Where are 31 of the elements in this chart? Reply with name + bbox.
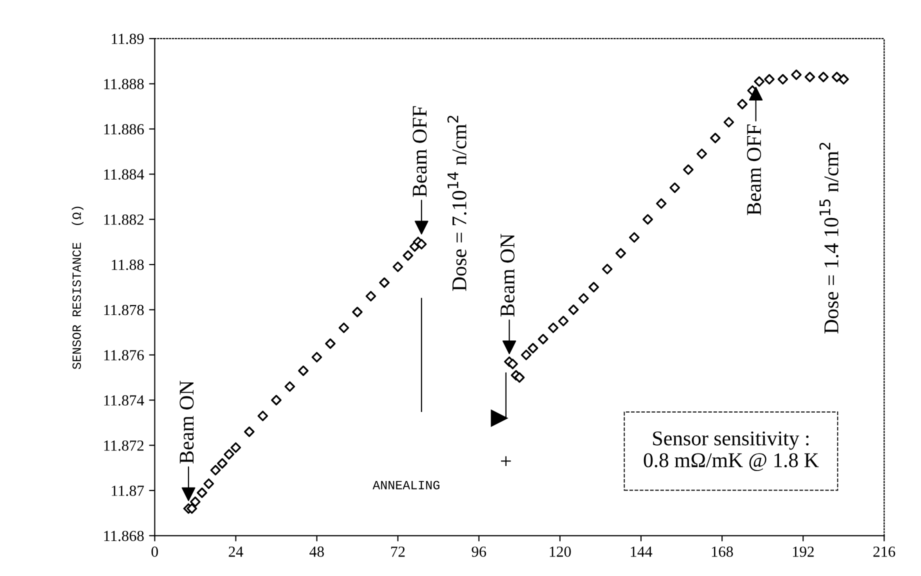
annotation: ANNEALING (372, 480, 440, 490)
x-tick-label: 216 (873, 546, 896, 557)
y-tick-label: 11.868 (104, 530, 144, 542)
annotation: Beam OFF (412, 106, 427, 197)
x-tick-label: 144 (630, 546, 652, 557)
y-tick-label: 11.878 (104, 304, 144, 316)
x-tick-label: 96 (472, 546, 486, 557)
y-tick-label: 11.876 (104, 350, 144, 360)
y-tick-label: 11.874 (104, 395, 144, 406)
y-tick-label: 11.882 (104, 214, 144, 225)
y-tick-label: 11.89 (112, 34, 144, 44)
x-tick-label: 24 (228, 546, 244, 557)
y-tick-label: 11.884 (104, 169, 144, 180)
x-tick-label: 192 (793, 546, 814, 557)
annotation: Beam OFF (747, 124, 762, 216)
x-tick-label: 48 (309, 546, 324, 557)
y-tick-label: 11.888 (104, 78, 144, 90)
annotation: Dose = 7.10$^{14}$ n/cm$^{2}$ (447, 116, 466, 291)
x-tick-label: 168 (712, 546, 733, 557)
y-tick-label: 11.872 (104, 440, 144, 451)
y-tick-label: 11.886 (104, 124, 144, 134)
annotation: Dose = 1.4 10$^{15}$ n/cm$^{2}$ (819, 142, 838, 334)
y-tick-label: 11.87 (112, 486, 144, 496)
x-tick-label: 0 (151, 546, 158, 557)
x-tick-label: 72 (391, 546, 405, 557)
y-axis-title: SENSOR RESISTANCE (Ω) (72, 206, 84, 370)
y-tick-label: 11.88 (112, 260, 144, 270)
annotation: Beam ON (500, 234, 515, 317)
x-tick-label: 120 (550, 546, 571, 557)
annotation: Sensor sensitivity : 0.8 mΩ/mK @ 1.8 K (644, 431, 819, 472)
annotation: Beam ON (180, 380, 194, 464)
